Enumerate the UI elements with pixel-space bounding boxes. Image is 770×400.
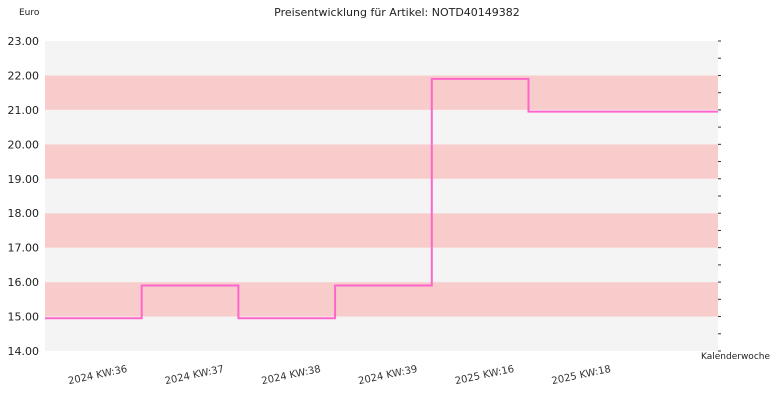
x-tick-label: 2024 KW:36 <box>67 364 128 387</box>
y-tick-label: 19.00 <box>8 173 40 186</box>
x-axis: 2024 KW:36 2024 KW:37 2024 KW:38 2024 KW:39… <box>67 364 612 387</box>
y-tick-label: 20.00 <box>8 138 40 151</box>
right-axis-ticks <box>718 40 721 352</box>
y-tick-label: 18.00 <box>8 207 40 220</box>
y-tick-label: 15.00 <box>8 311 40 324</box>
x-tick-label: 2024 KW:38 <box>261 364 322 387</box>
band <box>45 178 718 214</box>
x-tick-label: 2024 KW:39 <box>357 364 418 387</box>
series-line <box>45 77 718 320</box>
band <box>45 144 718 179</box>
chart-title: Preisentwicklung für Artikel: NOTD401493… <box>274 6 520 19</box>
y-axis-label: Euro <box>19 8 40 18</box>
y-tick-label: 23.00 <box>8 35 40 48</box>
band <box>45 213 718 248</box>
band <box>45 41 718 76</box>
background-bands <box>45 41 718 351</box>
y-axis: 14.00 15.00 16.00 17.00 18.00 19.00 20.00 21.00… <box>8 35 40 358</box>
x-axis-label: Kalenderwoche <box>701 352 770 362</box>
y-tick-label: 17.00 <box>8 242 40 255</box>
y-tick-label: 16.00 <box>8 276 40 289</box>
band <box>45 247 718 283</box>
x-tick-label: 2025 KW:16 <box>454 364 515 387</box>
band <box>45 75 718 110</box>
x-tick-label: 2024 KW:37 <box>164 364 225 387</box>
price-series <box>45 77 718 320</box>
x-tick-label: 2025 KW:18 <box>551 364 612 387</box>
y-tick-label: 14.00 <box>8 345 40 358</box>
band <box>45 109 718 145</box>
band <box>45 282 718 317</box>
band <box>45 316 718 351</box>
y-tick-label: 21.00 <box>8 104 40 117</box>
y-tick-label: 22.00 <box>8 69 40 82</box>
